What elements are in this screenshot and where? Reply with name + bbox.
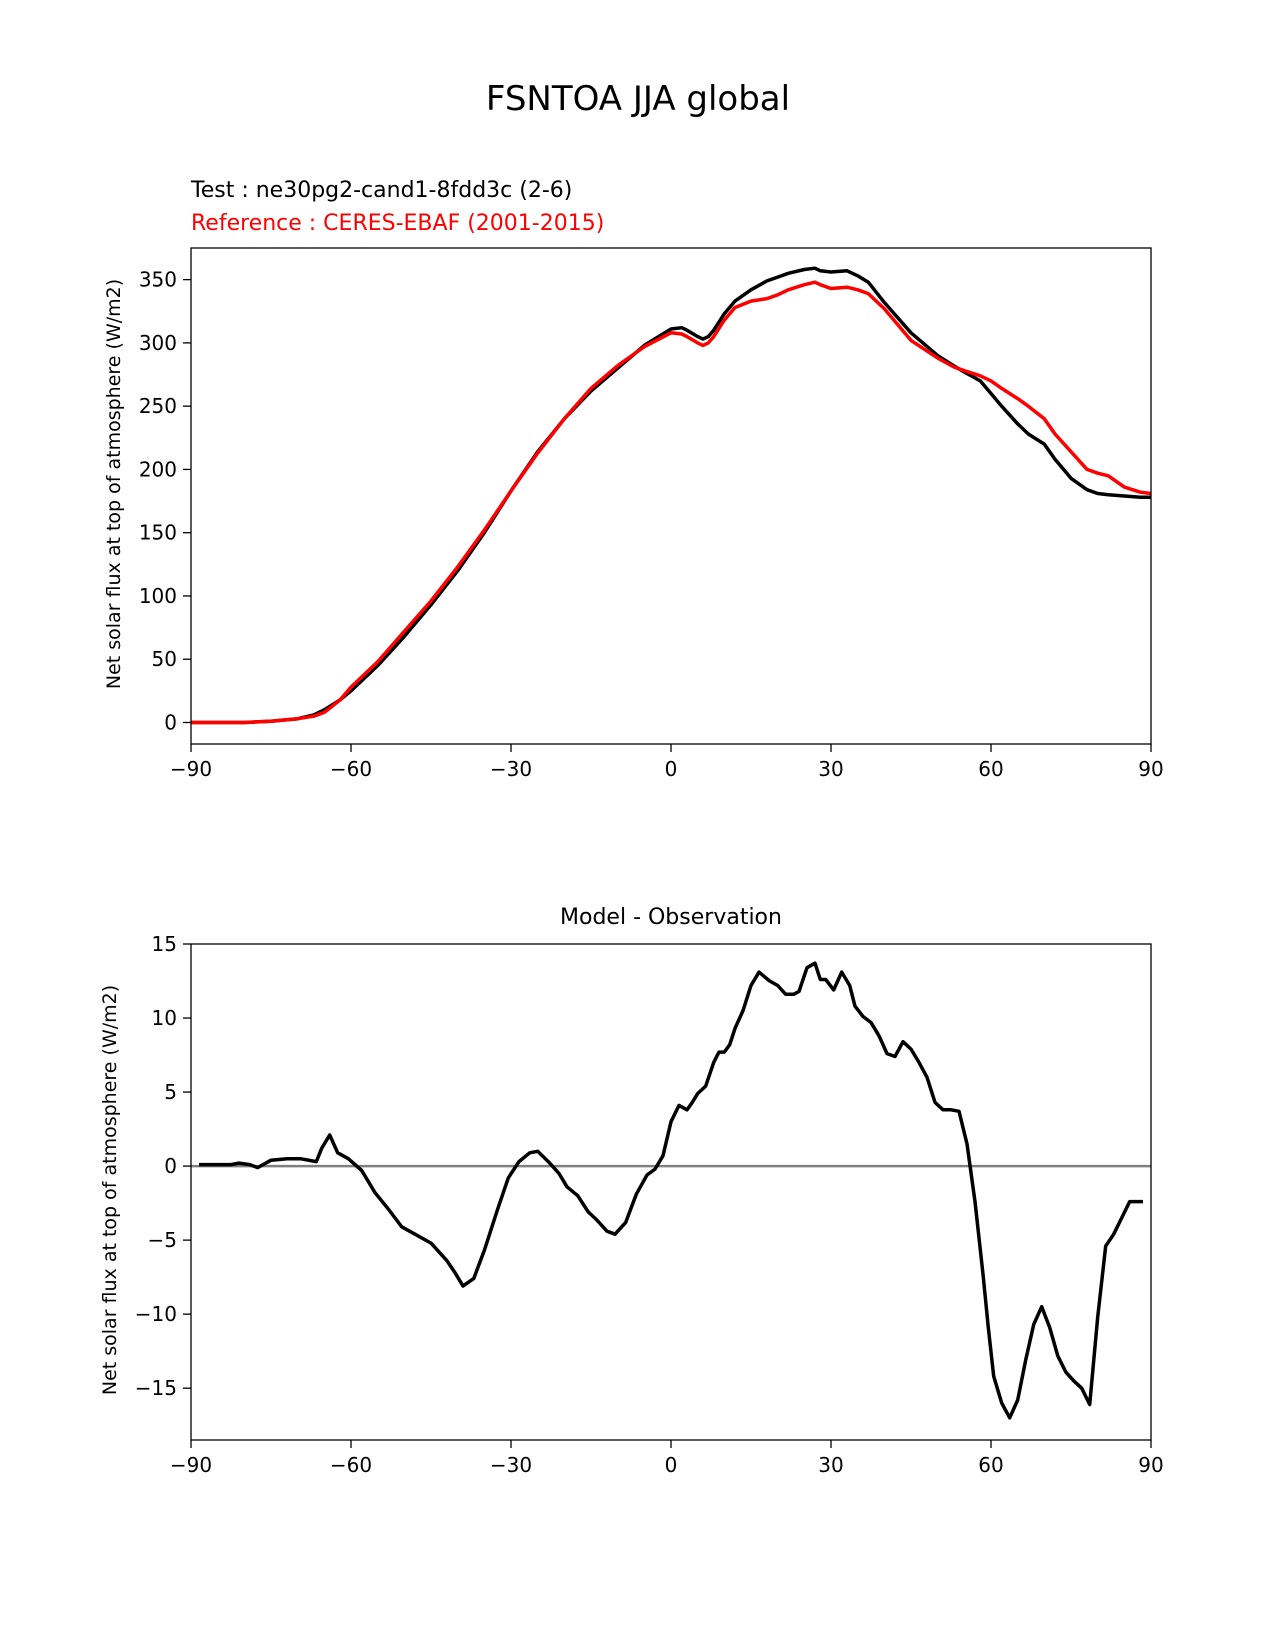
figure-title: FSNTOA JJA global [486,79,790,119]
y-tick-label: −5 [148,1228,177,1252]
reference-series-line [191,280,1152,725]
y-tick-label: −10 [135,1302,177,1326]
test-series-line [191,266,1151,725]
x-tick-label: −30 [490,757,532,781]
x-tick-label: 60 [978,757,1003,781]
x-tick-label: 90 [1138,1453,1163,1477]
top-axis-ticks: −90 −60 −30 0 30 60 90 0 50 100 150 200 250 300 350 [139,268,1164,781]
x-tick-label: −90 [170,757,212,781]
y-tick-label: 300 [139,331,177,355]
x-tick-label: 90 [1138,757,1163,781]
x-tick-label: −60 [330,1453,372,1477]
x-tick-label: −90 [170,1453,212,1477]
bottom-axis-ticks: −90 −60 −30 0 30 60 90 15 10 5 0 −5 −10 −15 [135,932,1164,1477]
x-tick-label: 30 [818,757,843,781]
y-tick-label: −15 [135,1376,177,1400]
x-tick-label: −30 [490,1453,532,1477]
y-tick-label: 0 [164,710,177,734]
reference-series-label: Reference : CERES-EBAF (2001-2015) [191,211,604,236]
x-tick-label: 0 [665,757,678,781]
test-series-line [199,961,1143,1420]
x-tick-label: 30 [818,1453,843,1477]
y-tick-label: 50 [152,647,177,671]
top-y-axis-label: Net solar flux at top of atmosphere (W/m… [103,279,125,689]
y-tick-label: 350 [139,268,177,292]
y-tick-label: 250 [139,394,177,418]
bottom-panel: Model - Observation Net solar flux at to… [99,905,1164,1477]
top-plot-frame [190,247,1152,745]
y-tick-label: 0 [164,1154,177,1178]
bottom-plot-frame [190,943,1152,1441]
y-tick-label: 150 [139,521,177,545]
bottom-y-axis-label: Net solar flux at top of atmosphere (W/m… [99,985,121,1395]
y-tick-label: 5 [164,1080,177,1104]
top-series-lines [191,266,1152,725]
y-tick-label: 15 [152,932,177,956]
bottom-series-lines [191,961,1151,1420]
top-panel: Test : ne30pg2-cand1-8fdd3c (2-6) Refere… [103,178,1164,781]
x-tick-label: −60 [330,757,372,781]
test-series-label: Test : ne30pg2-cand1-8fdd3c (2-6) [190,178,572,203]
y-tick-label: 100 [139,584,177,608]
y-tick-label: 200 [139,457,177,481]
bottom-plot-title: Model - Observation [560,905,782,930]
x-tick-label: 0 [665,1453,678,1477]
x-tick-label: 60 [978,1453,1003,1477]
y-tick-label: 10 [152,1006,177,1030]
